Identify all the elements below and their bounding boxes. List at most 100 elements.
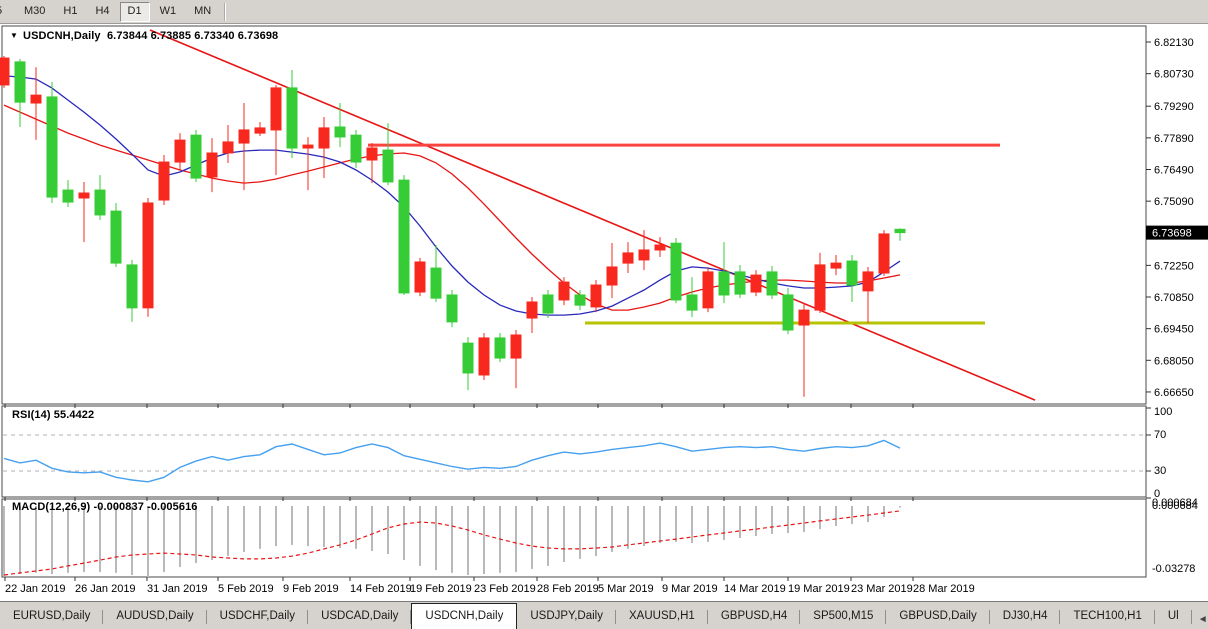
price-axis-label: 6.77890 xyxy=(1154,133,1194,145)
tab-sp500-m15[interactable]: SP500,M15 xyxy=(800,605,887,629)
candle xyxy=(286,70,298,158)
tab-usdchf-daily[interactable]: USDCHF,Daily xyxy=(207,605,309,629)
tab-audusd-daily[interactable]: AUDUSD,Daily xyxy=(103,605,207,629)
macd-axis-top-label: 0.000684 xyxy=(1152,500,1198,512)
date-axis-label: 9 Feb 2019 xyxy=(283,583,339,595)
candle xyxy=(478,332,490,380)
date-axis-label: 26 Jan 2019 xyxy=(75,583,136,595)
macd-indicator-label: MACD(12,26,9) -0.000837 -0.005616 xyxy=(12,501,198,513)
date-axis-label: 23 Feb 2019 xyxy=(474,583,536,595)
price-axis-label: 6.70850 xyxy=(1154,292,1194,304)
date-axis-label: 23 Mar 2019 xyxy=(851,583,913,595)
candle xyxy=(350,129,362,168)
candle xyxy=(270,84,282,176)
tab-dj30-h4[interactable]: DJ30,H4 xyxy=(990,605,1061,629)
date-axis-label: 14 Mar 2019 xyxy=(724,583,786,595)
date-axis-label: 19 Mar 2019 xyxy=(788,583,850,595)
timeframe-button-H1[interactable]: H1 xyxy=(63,4,78,17)
candle xyxy=(382,123,394,186)
candle xyxy=(798,303,810,397)
timeframe-toolbar: 5 M30 H1 H4 D1 W1 MN xyxy=(0,0,1208,24)
date-axis-label: 5 Mar 2019 xyxy=(598,583,654,595)
candle xyxy=(862,266,874,324)
candle xyxy=(254,122,266,137)
price-axis-label: 6.80730 xyxy=(1154,69,1194,81)
tab-eurusd-daily[interactable]: EURUSD,Daily xyxy=(0,605,104,629)
timeframe-button-MN[interactable]: MN xyxy=(194,4,212,17)
timeframe-button-H4[interactable]: H4 xyxy=(95,4,110,17)
candles-layer xyxy=(0,56,906,397)
candle xyxy=(0,56,10,88)
tab-xauusd-h1[interactable]: XAUUSD,H1 xyxy=(616,605,708,629)
date-axis-label: 28 Feb 2019 xyxy=(537,583,599,595)
tab-gbpusd-daily[interactable]: GBPUSD,Daily xyxy=(886,605,991,629)
candle xyxy=(622,242,634,274)
candle xyxy=(542,289,554,319)
timeframe-button-D1[interactable]: D1 xyxy=(119,1,150,22)
candle xyxy=(190,129,202,182)
date-axis-label: 31 Jan 2019 xyxy=(147,583,208,595)
main-price-pane xyxy=(1,25,1147,405)
candle xyxy=(830,254,842,276)
price-axis-label: 6.66650 xyxy=(1154,387,1194,399)
candle xyxy=(846,254,858,302)
chart-tabs-bar: EURUSD,Daily AUDUSD,Daily USDCHF,Daily USDC… xyxy=(0,601,1208,629)
current-price-badge xyxy=(1146,225,1208,240)
price-axis-label: 6.79290 xyxy=(1154,101,1194,113)
candle xyxy=(174,133,186,170)
chevron-down-icon[interactable]: ▼ xyxy=(10,31,19,40)
rsi-indicator-label: RSI(14) 55.4422 xyxy=(12,409,95,421)
candle xyxy=(222,124,234,163)
rsi-axis-label: 70 xyxy=(1154,429,1166,441)
rsi-axis-label: 0 xyxy=(1154,488,1160,500)
candle xyxy=(894,228,906,241)
candle xyxy=(14,58,26,128)
price-axis-label: 6.75090 xyxy=(1154,196,1194,208)
tab-tech100-h1[interactable]: TECH100,H1 xyxy=(1060,605,1156,629)
price-axis-label: 6.69450 xyxy=(1154,324,1194,336)
candle xyxy=(606,242,618,299)
candle xyxy=(142,197,154,317)
candle xyxy=(670,238,682,304)
macd-axis-bottom-label: -0.03278 xyxy=(1152,563,1195,575)
candle xyxy=(494,332,506,363)
candle xyxy=(302,137,314,191)
macd-pane xyxy=(1,498,1147,578)
candle xyxy=(430,245,442,302)
date-axis-label: 14 Feb 2019 xyxy=(350,583,412,595)
date-axis-label: 22 Jan 2019 xyxy=(5,583,66,595)
timeframe-button-5[interactable]: 5 xyxy=(0,2,14,22)
tab-usdcnh-daily[interactable]: USDCNH,Daily xyxy=(411,603,518,629)
candle xyxy=(526,297,538,333)
candle xyxy=(782,287,794,335)
candle xyxy=(238,103,250,191)
tab-usdcad-daily[interactable]: USDCAD,Daily xyxy=(308,605,412,629)
candle xyxy=(126,259,138,322)
candle xyxy=(718,242,730,304)
tab-scroll-left-icon[interactable]: ◄ xyxy=(1197,614,1208,625)
timeframe-button-W1[interactable]: W1 xyxy=(159,4,177,17)
candle xyxy=(702,266,714,313)
toolbar-separator xyxy=(224,2,226,21)
tab-usdjpy-daily[interactable]: USDJPY,Daily xyxy=(517,605,616,629)
candle xyxy=(30,67,42,140)
tab-ul[interactable]: Ul xyxy=(1155,605,1192,629)
date-axis-label: 28 Mar 2019 xyxy=(913,583,975,595)
candle xyxy=(366,143,378,184)
tab-gbpusd-h4[interactable]: GBPUSD,H4 xyxy=(708,605,801,629)
date-axis-label: 19 Feb 2019 xyxy=(410,583,472,595)
candle xyxy=(654,237,666,257)
candle xyxy=(94,175,106,220)
candle xyxy=(398,175,410,295)
date-axis: 22 Jan 2019 26 Jan 2019 31 Jan 2019 5 Feb 2… xyxy=(4,404,975,595)
candle xyxy=(638,230,650,271)
rsi-axis-label: 30 xyxy=(1154,465,1166,477)
candle xyxy=(734,264,746,299)
timeframe-button-M30[interactable]: M30 xyxy=(24,4,46,17)
candle xyxy=(462,337,474,391)
candle xyxy=(574,289,586,311)
candle xyxy=(62,180,74,208)
macd-signal-line xyxy=(3,510,901,576)
candle xyxy=(558,277,570,306)
